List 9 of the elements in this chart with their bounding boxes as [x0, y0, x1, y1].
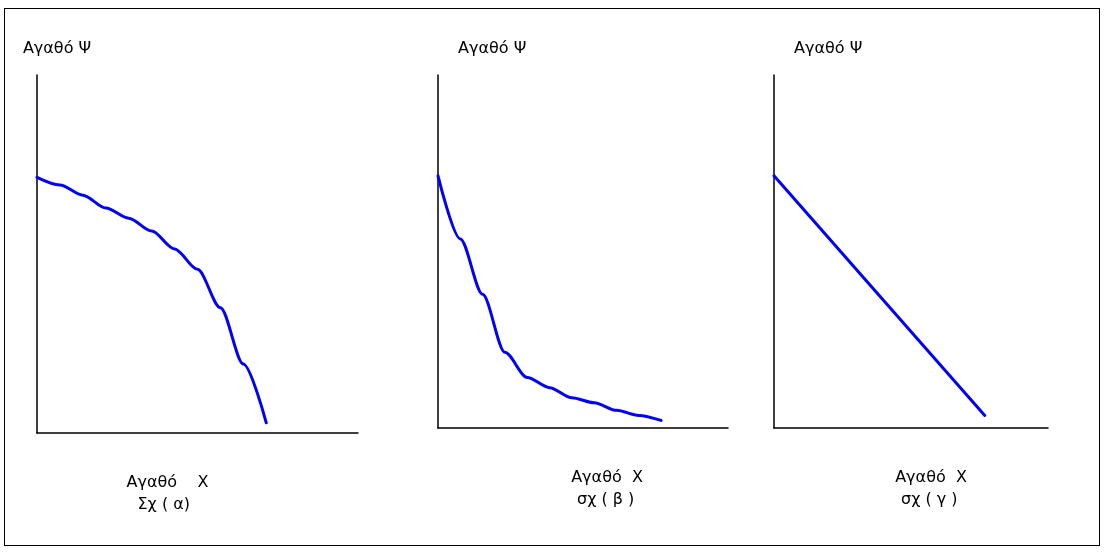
y-axis-title: Αγαθό Ψ [458, 37, 527, 57]
y-axis-title: Αγαθό Ψ [22, 37, 92, 57]
x-axis-title: Αγαθό Χ [895, 466, 967, 486]
x-axis-title: Αγαθό Χ [126, 471, 209, 491]
y-axis-title: Αγαθό Ψ [794, 37, 863, 57]
text: Σχ ( α) [137, 493, 191, 513]
text: σχ ( γ ) [901, 488, 958, 508]
text: σχ ( β ) [577, 488, 635, 508]
x-axis-title: Αγαθό Χ [571, 466, 643, 486]
